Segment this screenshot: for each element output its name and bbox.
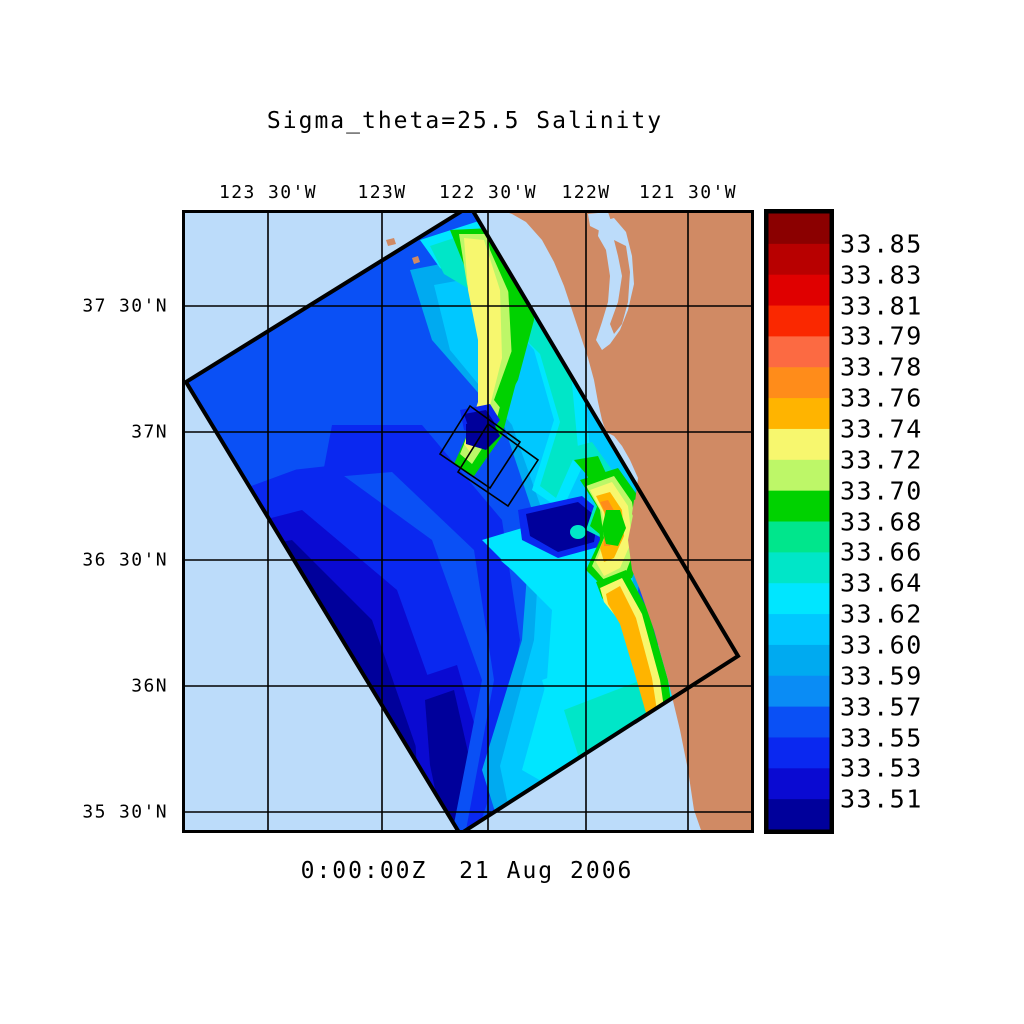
colorbar-band-11 bbox=[768, 552, 830, 584]
colorbar-tick-label-33-66: 33.66 bbox=[840, 537, 923, 567]
colorbar-band-16 bbox=[768, 706, 830, 739]
colorbar-band-10 bbox=[768, 521, 830, 553]
colorbar-tick-label-33-57: 33.57 bbox=[840, 692, 923, 722]
colorbar-band-1 bbox=[768, 243, 830, 276]
colorbar-band-12 bbox=[768, 583, 830, 615]
colorbar-band-8 bbox=[768, 459, 830, 492]
colorbar-band-17 bbox=[768, 737, 830, 769]
colorbar-band-0 bbox=[768, 213, 830, 245]
colorbar-tick-label-33-74: 33.74 bbox=[840, 414, 923, 444]
nested-subdomain-box-2 bbox=[456, 422, 540, 508]
colorbar-tick-label-33-60: 33.60 bbox=[840, 630, 923, 660]
colorbar-tick-label-33-79: 33.79 bbox=[840, 321, 923, 351]
colorbar-band-19 bbox=[768, 799, 830, 831]
lon-tick-label-123w: 123W bbox=[357, 182, 407, 203]
lon-tick-label-122w: 122W bbox=[561, 182, 611, 203]
colorbar-tick-label-33-59: 33.59 bbox=[840, 661, 923, 691]
colorbar-tick-label-33-68: 33.68 bbox=[840, 507, 923, 536]
lat-tick-label-35-30n: 35 30'N bbox=[82, 801, 168, 823]
lat-tick-label-36-30n: 36 30'N bbox=[82, 549, 168, 571]
colorbar-band-3 bbox=[768, 305, 830, 337]
colorbar-tick-label-33-72: 33.72 bbox=[840, 445, 923, 475]
colorbar bbox=[764, 209, 834, 834]
colorbar-tick-label-33-81: 33.81 bbox=[840, 291, 923, 321]
colorbar-band-2 bbox=[768, 274, 830, 307]
colorbar-band-13 bbox=[768, 614, 830, 646]
lat-tick-label-36n: 36N bbox=[131, 675, 168, 697]
valid-time-label: 0:00:00Z 21 Aug 2006 bbox=[300, 858, 634, 884]
colorbar-band-14 bbox=[768, 644, 830, 677]
colorbar-bands bbox=[768, 213, 830, 831]
colorbar-tick-label-33-78: 33.78 bbox=[840, 352, 923, 382]
colorbar-band-18 bbox=[768, 768, 830, 800]
land-mass bbox=[386, 210, 754, 833]
salinity-map bbox=[182, 210, 754, 833]
lat-tick-label-37-30n: 37 30'N bbox=[82, 295, 168, 317]
colorbar-band-7 bbox=[768, 428, 830, 461]
colorbar-tick-label-33-85: 33.85 bbox=[840, 229, 923, 259]
model-domain-outline bbox=[183, 210, 741, 833]
colorbar-band-4 bbox=[768, 336, 830, 368]
colorbar-tick-label-33-76: 33.76 bbox=[840, 383, 923, 413]
colorbar-band-5 bbox=[768, 367, 830, 399]
colorbar-band-9 bbox=[768, 490, 830, 523]
colorbar-band-15 bbox=[768, 675, 830, 708]
colorbar-tick-label-33-70: 33.70 bbox=[840, 476, 923, 506]
colorbar-tick-label-33-83: 33.83 bbox=[840, 260, 923, 290]
colorbar-tick-label-33-62: 33.62 bbox=[840, 599, 923, 629]
lon-tick-label-121-30w: 121 30'W bbox=[639, 182, 737, 203]
colorbar-tick-label-33-64: 33.64 bbox=[840, 568, 923, 598]
colorbar-band-6 bbox=[768, 398, 830, 430]
colorbar-tick-label-33-55: 33.55 bbox=[840, 723, 923, 752]
lat-tick-label-37n: 37N bbox=[131, 421, 168, 443]
map-gridlines bbox=[182, 210, 754, 833]
page-title: Sigma_theta=25.5 Salinity bbox=[266, 108, 664, 134]
colorbar-tick-label-33-51: 33.51 bbox=[840, 784, 923, 814]
colorbar-frame bbox=[764, 209, 834, 834]
lon-tick-label-123-30w: 123 30'W bbox=[219, 182, 317, 203]
lon-tick-label-122-30w: 122 30'W bbox=[439, 182, 537, 203]
nested-subdomain-box-1 bbox=[438, 404, 522, 490]
colorbar-tick-label-33-53: 33.53 bbox=[840, 753, 923, 783]
